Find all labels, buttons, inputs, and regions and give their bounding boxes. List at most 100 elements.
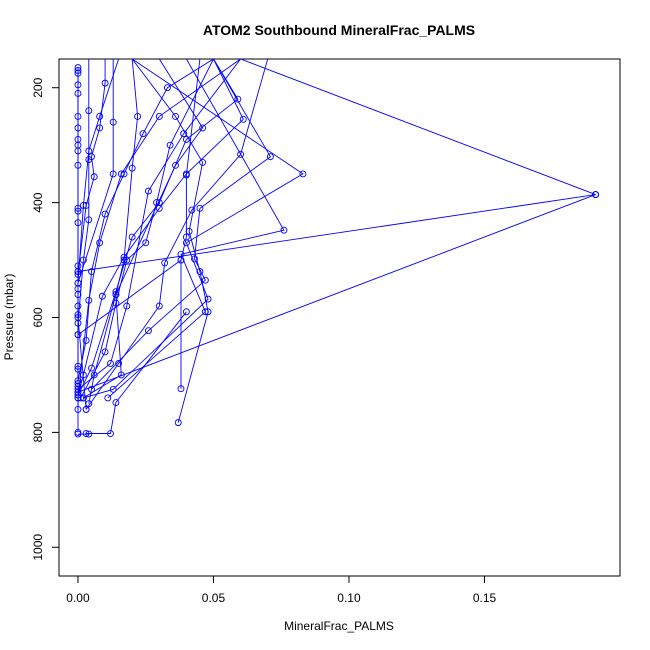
series-15 <box>74 59 117 287</box>
x-axis: 0.00 0.05 0.10 0.15 <box>66 575 496 605</box>
series-16 <box>74 59 120 413</box>
data-point <box>79 256 87 264</box>
data-point <box>74 268 82 275</box>
data-point <box>196 268 204 275</box>
data-point <box>112 291 120 298</box>
data-point <box>177 256 185 264</box>
data-point <box>237 150 245 158</box>
x-tick-label: 0.10 <box>337 591 361 605</box>
data-point <box>115 360 123 367</box>
series-line <box>77 59 244 396</box>
data-point <box>74 365 82 373</box>
x-tick-label: 0.00 <box>66 591 90 605</box>
data-point <box>107 430 114 437</box>
data-point <box>74 69 82 77</box>
data-point <box>172 112 179 120</box>
series-8 <box>88 59 274 393</box>
series-line <box>80 59 214 399</box>
data-point <box>74 279 82 287</box>
data-point <box>74 207 82 215</box>
data-point <box>74 161 82 169</box>
series-line <box>240 59 596 196</box>
y-axis-label: Pressure (mbar) <box>2 274 16 361</box>
data-point <box>74 219 82 227</box>
data-point <box>88 385 95 393</box>
series-line <box>77 59 241 390</box>
y-tick-label: 400 <box>31 192 45 212</box>
series-line <box>77 59 214 381</box>
data-point <box>90 173 98 181</box>
series-line <box>180 59 201 389</box>
data-point <box>74 124 82 132</box>
data-point <box>204 308 212 316</box>
data-point <box>139 130 147 138</box>
series-line <box>88 59 204 404</box>
series-line <box>77 194 596 272</box>
data-point <box>82 337 90 344</box>
data-point <box>239 115 247 123</box>
series-layer <box>74 59 600 438</box>
data-point <box>191 255 198 263</box>
series-line <box>77 59 241 398</box>
y-tick-label: 600 <box>31 307 45 327</box>
data-point <box>128 164 136 172</box>
data-point <box>123 302 131 310</box>
series-line <box>107 59 285 399</box>
data-point <box>96 239 104 247</box>
series-13 <box>131 59 212 427</box>
data-point <box>101 348 109 356</box>
data-point <box>85 216 93 224</box>
data-point <box>182 308 190 316</box>
data-point <box>199 124 207 132</box>
data-point <box>88 364 95 372</box>
y-axis: 200 400 600 800 1000 <box>31 77 60 561</box>
data-point <box>280 226 288 234</box>
series-line <box>77 259 182 336</box>
data-point <box>85 107 93 115</box>
data-point <box>109 385 117 393</box>
chart-title: ATOM2 Southbound MineralFrac_PALMS <box>203 22 475 38</box>
data-point <box>204 295 212 303</box>
data-point <box>107 360 114 367</box>
y-tick-label: 200 <box>31 77 45 97</box>
data-point <box>74 141 82 149</box>
data-point <box>182 233 190 241</box>
y-tick-label: 1000 <box>31 534 45 561</box>
data-point <box>134 112 142 120</box>
data-point <box>153 199 161 207</box>
x-axis-label: MineralFrac_PALMS <box>284 619 394 633</box>
series-22 <box>82 308 190 437</box>
data-point <box>142 239 150 247</box>
data-point <box>201 276 209 284</box>
data-point <box>74 377 82 385</box>
data-point <box>112 399 120 406</box>
data-point <box>166 141 174 149</box>
data-point <box>128 233 136 241</box>
series-24 <box>74 59 214 385</box>
series-line <box>86 311 187 434</box>
data-point <box>79 202 87 209</box>
data-point <box>155 112 163 120</box>
data-point <box>234 95 242 103</box>
data-point <box>74 81 82 89</box>
data-point <box>96 112 104 120</box>
data-point <box>109 170 117 178</box>
data-point <box>592 191 600 199</box>
data-point <box>74 428 82 436</box>
data-point <box>88 268 95 275</box>
data-point <box>101 79 109 87</box>
data-point <box>120 256 128 264</box>
series-line <box>77 59 90 370</box>
series-line <box>77 194 596 393</box>
x-tick-label: 0.05 <box>202 591 226 605</box>
data-point <box>161 259 169 267</box>
series-line <box>77 59 120 410</box>
data-point <box>74 331 82 339</box>
data-point <box>172 161 179 169</box>
series-line <box>77 59 239 396</box>
data-point <box>104 394 112 402</box>
data-point <box>299 170 307 178</box>
series-line <box>91 59 271 390</box>
data-point <box>96 124 104 132</box>
